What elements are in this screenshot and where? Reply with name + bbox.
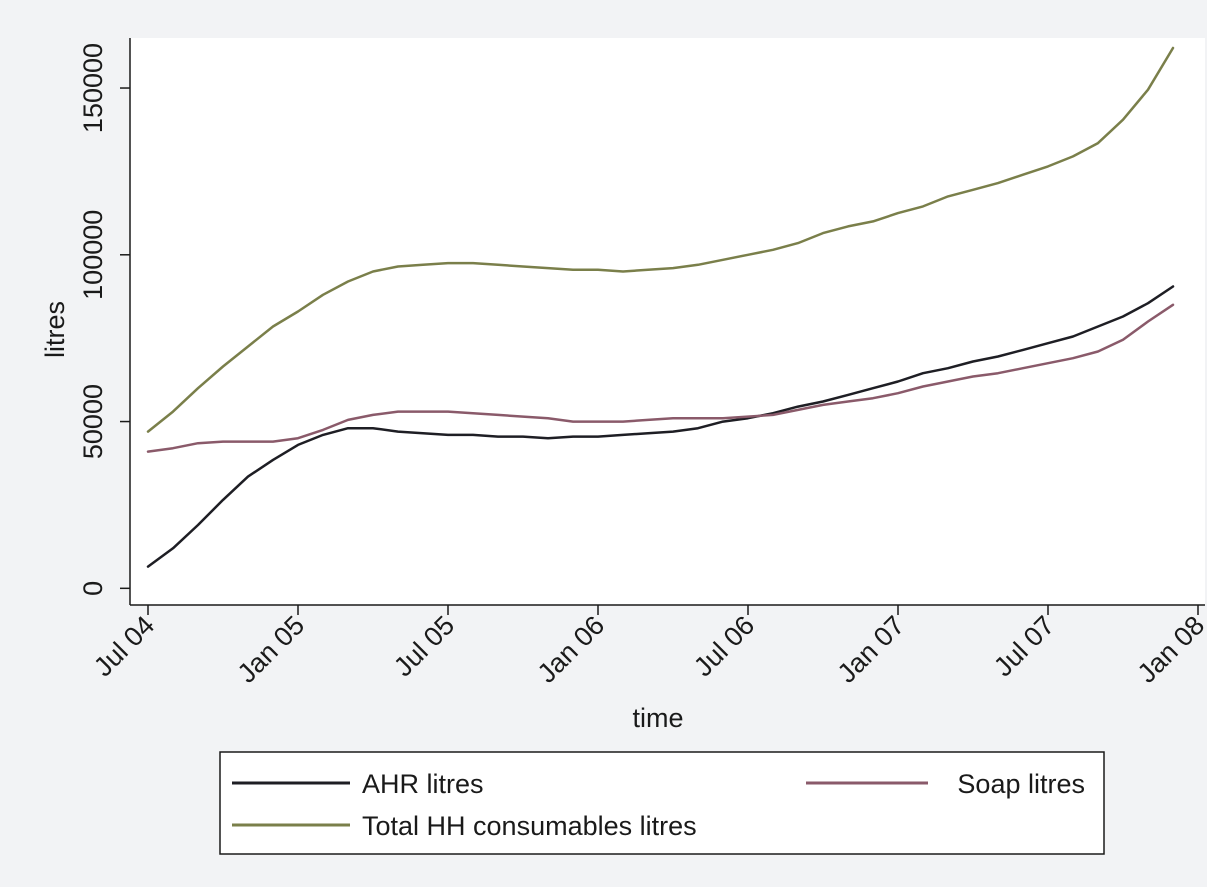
y-tick-label: 50000	[78, 384, 108, 459]
series-line-soap-litres	[146, 303, 1175, 453]
y-tick-label: 100000	[78, 210, 108, 300]
series-line-ahr-litres	[146, 285, 1175, 568]
legend-label-total-hh-consumables-litres: Total HH consumables litres	[362, 811, 697, 841]
plot-area	[130, 38, 1205, 605]
y-axis-ticks: 0 50000 100000 150000	[78, 43, 130, 596]
y-axis-title: litres	[40, 301, 70, 358]
legend: AHR litres Soap litres Total HH consumab…	[219, 751, 1105, 855]
legend-label-soap-litres: Soap litres	[957, 769, 1085, 799]
legend-label-ahr-litres: AHR litres	[362, 769, 484, 799]
series-line-total-hh-consumables-litres	[146, 46, 1175, 433]
y-tick-label: 150000	[78, 43, 108, 133]
y-tick-label: 0	[78, 581, 108, 596]
series-layer	[146, 46, 1175, 568]
x-axis-title: time	[632, 703, 683, 733]
legend-box	[219, 751, 1105, 855]
